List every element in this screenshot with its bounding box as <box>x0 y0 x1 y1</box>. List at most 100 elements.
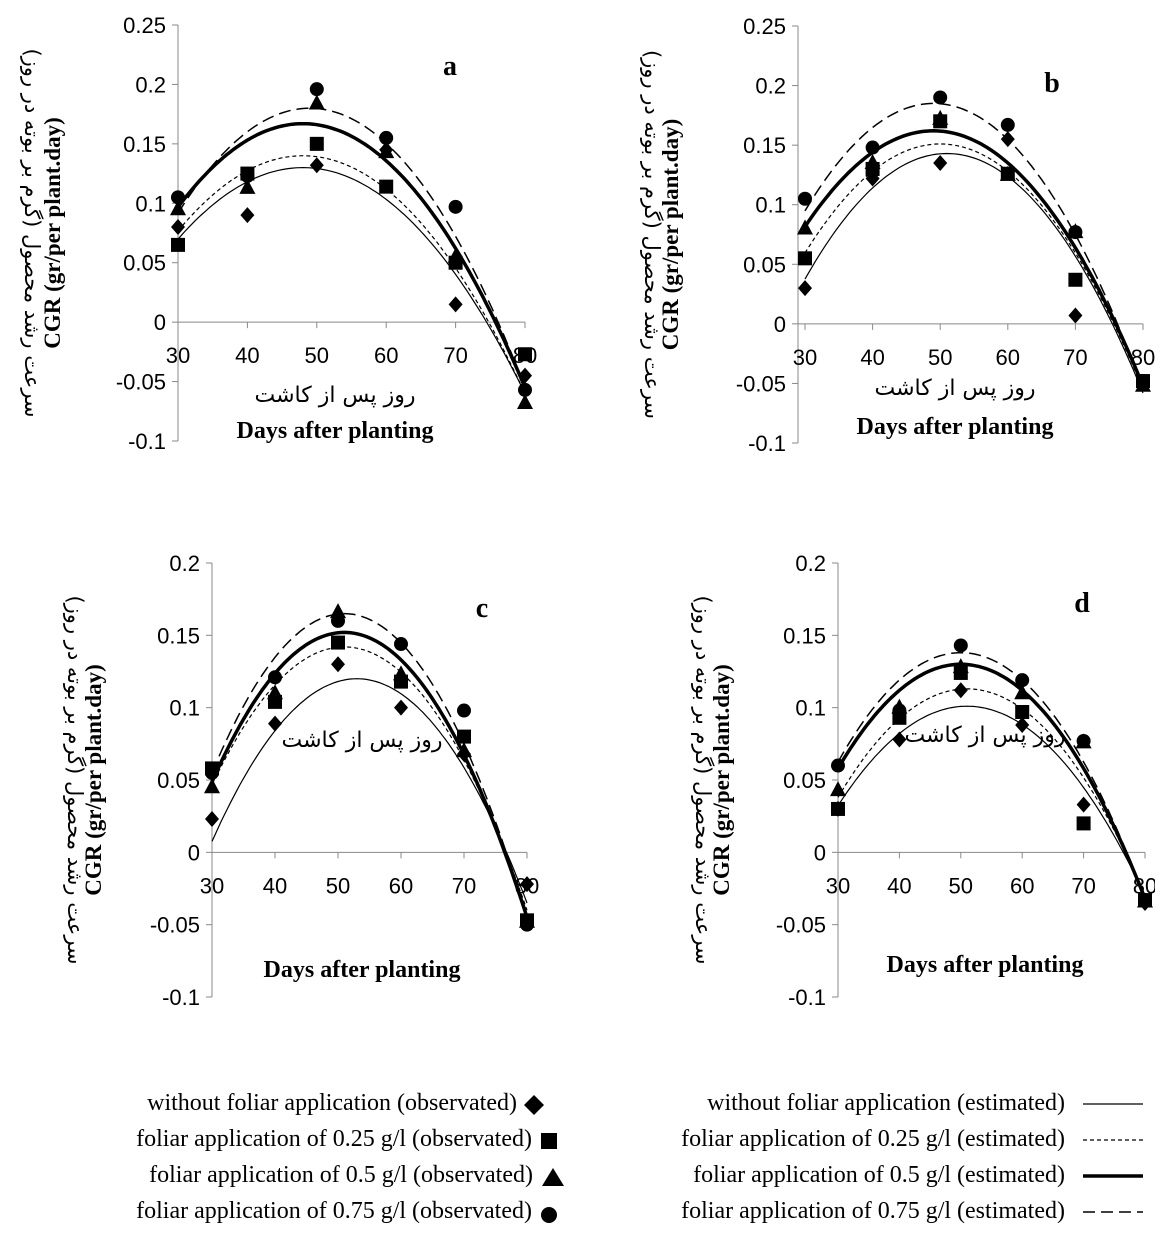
x-tick-label: 50 <box>949 873 973 898</box>
panel-label: c <box>476 593 488 624</box>
point-circle <box>798 191 812 206</box>
point-triangle <box>797 219 813 235</box>
point-circle <box>205 765 219 780</box>
y-tick-label: -0.05 <box>116 370 166 395</box>
x-axis-label: Days after planting <box>237 418 434 444</box>
x-tick-label: 30 <box>826 873 850 898</box>
y-tick-label: 0.1 <box>135 191 166 216</box>
y-tick-label: 0 <box>774 312 786 337</box>
legend-label: foliar application of 0.25 g/l (estimate… <box>681 1126 1065 1152</box>
y-axis-label-persian: سرعت رشد محصول (گرم بر بوته در روز) <box>640 50 664 419</box>
estimated-line-without <box>804 152 1144 394</box>
point-triangle <box>1014 684 1031 700</box>
thin-line-icon <box>1083 1103 1143 1105</box>
point-circle <box>394 637 408 652</box>
point-triangle <box>456 742 472 758</box>
point-circle <box>1076 733 1091 748</box>
point-square <box>1015 705 1030 720</box>
x-tick-label: 60 <box>374 343 398 368</box>
estimated-line-without <box>211 678 528 904</box>
point-square <box>1076 816 1091 831</box>
point-circle <box>1015 673 1030 688</box>
point-circle <box>448 199 463 214</box>
point-triangle <box>239 178 256 194</box>
point-triangle <box>267 684 283 700</box>
point-diamond <box>394 699 408 716</box>
point-circle <box>331 613 345 628</box>
triangle-marker-icon <box>542 1168 564 1186</box>
point-diamond <box>1015 717 1030 734</box>
panel-label: b <box>1044 68 1060 99</box>
point-triangle <box>830 781 846 797</box>
x-tick-label: 70 <box>443 343 467 368</box>
point-triangle <box>308 94 325 110</box>
x-tick-label: 60 <box>1010 873 1034 898</box>
point-circle <box>1136 374 1150 389</box>
y-axis-label: CGR (gr/per plant.day) <box>40 117 65 349</box>
estimated-line-075 <box>804 102 1144 390</box>
estimated-line-025 <box>177 155 526 394</box>
x-axis-label-persian: روز پس از کاشت <box>282 728 443 753</box>
point-diamond <box>240 207 255 224</box>
estimated-line-075 <box>177 107 526 388</box>
point-circle <box>518 382 532 397</box>
y-tick-label: 0.2 <box>169 551 200 576</box>
point-triangle <box>864 154 881 170</box>
legend: without foliar application (observated) … <box>0 1080 1155 1238</box>
x-axis-label: Days after planting <box>264 957 461 983</box>
legend-observed-2: foliar application of 0.5 g/l (observate… <box>0 1162 565 1196</box>
x-axis-label: Days after planting <box>887 952 1084 978</box>
long-dash-line-icon <box>1083 1211 1143 1213</box>
y-tick-label: 0.05 <box>157 768 200 793</box>
estimated-line-05 <box>176 121 527 389</box>
point-triangle <box>330 603 346 619</box>
y-tick-label: 0.2 <box>755 74 786 99</box>
x-tick-label: 30 <box>793 345 817 370</box>
thick-line-icon <box>1083 1174 1143 1178</box>
x-axis-label-persian: روز پس از کاشت <box>905 723 1066 748</box>
point-diamond <box>953 682 968 699</box>
estimated-line-075 <box>211 612 528 918</box>
legend-label: foliar application of 0.5 g/l (observate… <box>149 1162 533 1188</box>
legend-label: foliar application of 0.5 g/l (estimated… <box>693 1162 1065 1188</box>
point-square <box>798 251 812 266</box>
point-diamond <box>331 656 345 673</box>
point-circle <box>309 82 324 97</box>
y-tick-label: 0.15 <box>123 132 166 157</box>
point-triangle <box>932 109 949 125</box>
y-tick-label: -0.1 <box>788 985 826 1010</box>
estimated-line-025 <box>837 688 1146 896</box>
x-tick-label: 40 <box>235 343 259 368</box>
y-axis-label: CGR (gr/per plant.day) <box>658 119 683 351</box>
y-tick-label: 0.05 <box>123 251 166 276</box>
point-triangle <box>204 778 220 794</box>
x-axis-label-persian: روز پس از کاشت <box>875 376 1036 401</box>
point-triangle <box>170 200 186 216</box>
legend-label: without foliar application (estimated) <box>707 1090 1065 1116</box>
x-tick-label: 30 <box>166 343 190 368</box>
point-diamond <box>448 296 463 313</box>
x-tick-label: 70 <box>452 873 476 898</box>
y-tick-label: 0 <box>814 840 826 865</box>
y-tick-label: 0 <box>188 840 200 865</box>
chart-panel-a: -0.1-0.0500.050.10.150.20.25304050607080… <box>20 13 537 454</box>
point-circle <box>1138 893 1152 908</box>
x-tick-label: 50 <box>305 343 329 368</box>
legend-observed-3: foliar application of 0.75 g/l (observat… <box>0 1198 560 1232</box>
legend-observed-1: foliar application of 0.25 g/l (observat… <box>0 1126 560 1160</box>
point-triangle <box>378 143 395 159</box>
legend-estimated-3: foliar application of 0.75 g/l (estimate… <box>575 1198 1145 1232</box>
x-tick-label: 30 <box>200 873 224 898</box>
y-axis-label-persian: سرعت رشد محصول (گرم بر بوته در روز) <box>691 595 715 964</box>
point-square <box>1068 272 1083 287</box>
point-triangle <box>952 658 969 674</box>
y-tick-label: 0.15 <box>783 623 826 648</box>
point-circle <box>953 638 968 653</box>
x-tick-label: 60 <box>996 345 1020 370</box>
chart-panel-c: -0.1-0.0500.050.10.150.2304050607080cروز… <box>63 551 539 1010</box>
short-dash-line-icon <box>1083 1139 1143 1141</box>
y-tick-label: 0.15 <box>743 133 786 158</box>
x-tick-label: 50 <box>326 873 350 898</box>
x-axis-label: Days after planting <box>857 414 1054 440</box>
